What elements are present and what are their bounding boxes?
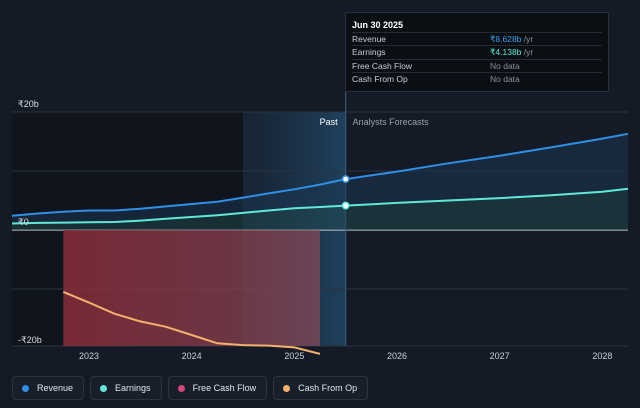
legend-dot-icon — [177, 384, 185, 392]
tooltip-label: Free Cash Flow — [352, 60, 412, 71]
tooltip-label: Revenue — [352, 34, 387, 44]
legend-label: Cash From Op — [298, 383, 358, 393]
legend-label: Earnings — [115, 383, 151, 393]
forecast-label: Analysts Forecasts — [353, 117, 430, 127]
tooltip-date: Jun 30 2025 — [352, 20, 404, 30]
tooltip-value: No data — [490, 60, 520, 71]
tooltip-value: No data — [490, 73, 520, 84]
tooltip-suffix: /yr — [521, 34, 534, 44]
earnings-line — [11, 187, 629, 225]
x-tick-label: 2028 — [592, 351, 612, 361]
earnings-marker — [341, 201, 350, 210]
axis-labels: ₹20b ₹0 -₹20b 2023 2024 2025 2026 2027 2028 Past A… — [18, 99, 612, 361]
x-tick-label: 2025 — [284, 351, 304, 361]
tooltip-value: ₹8.628b — [490, 34, 522, 44]
tooltip-row-revenue: Revenue ₹8.628b /yr — [352, 32, 602, 45]
tooltip-row-fcf: Free Cash Flow No data — [352, 58, 602, 72]
series-lines — [11, 132, 629, 355]
x-tick-label: 2027 — [490, 351, 510, 361]
revenue-marker — [341, 175, 350, 184]
legend: Revenue Earnings Free Cash Flow Cash Fro… — [12, 376, 369, 400]
x-tick-label: 2026 — [387, 351, 407, 361]
legend-dot-icon — [100, 384, 108, 392]
y-tick-label: ₹20b — [18, 99, 39, 109]
legend-dot-icon — [22, 384, 29, 392]
tooltip-suffix: /yr — [521, 47, 534, 58]
x-tick-label: 2023 — [79, 351, 99, 361]
tooltip-panel: Jun 30 2025 Revenue ₹8.628b /yr Earnings… — [345, 12, 609, 92]
tooltip-label: Cash From Op — [352, 73, 408, 84]
legend-dot-icon — [283, 384, 291, 392]
tooltip-value: ₹4.138b — [490, 47, 522, 58]
legend-label: Free Cash Flow — [192, 383, 257, 393]
past-label: Past — [320, 117, 339, 127]
y-tick-label: -₹20b — [18, 335, 42, 345]
y-tick-label: ₹0 — [18, 217, 29, 227]
x-tick-label: 2024 — [182, 351, 202, 361]
tooltip-row-earnings: Earnings ₹4.138b /yr — [352, 45, 602, 58]
revenue-line — [11, 132, 629, 217]
tooltip-label: Earnings — [352, 47, 386, 58]
revenue-area — [12, 133, 628, 224]
free-cash-flow-area — [63, 230, 320, 346]
legend-item-free-cash-flow[interactable]: Free Cash Flow — [167, 376, 268, 400]
legend-label: Revenue — [37, 383, 74, 393]
legend-item-earnings[interactable]: Earnings — [90, 376, 162, 400]
legend-item-revenue[interactable]: Revenue — [12, 376, 85, 400]
cash-from-op-line — [62, 290, 321, 355]
tooltip-row-cfo: Cash From Op No data — [352, 71, 602, 85]
legend-item-cash-from-op[interactable]: Cash From Op — [273, 376, 369, 400]
